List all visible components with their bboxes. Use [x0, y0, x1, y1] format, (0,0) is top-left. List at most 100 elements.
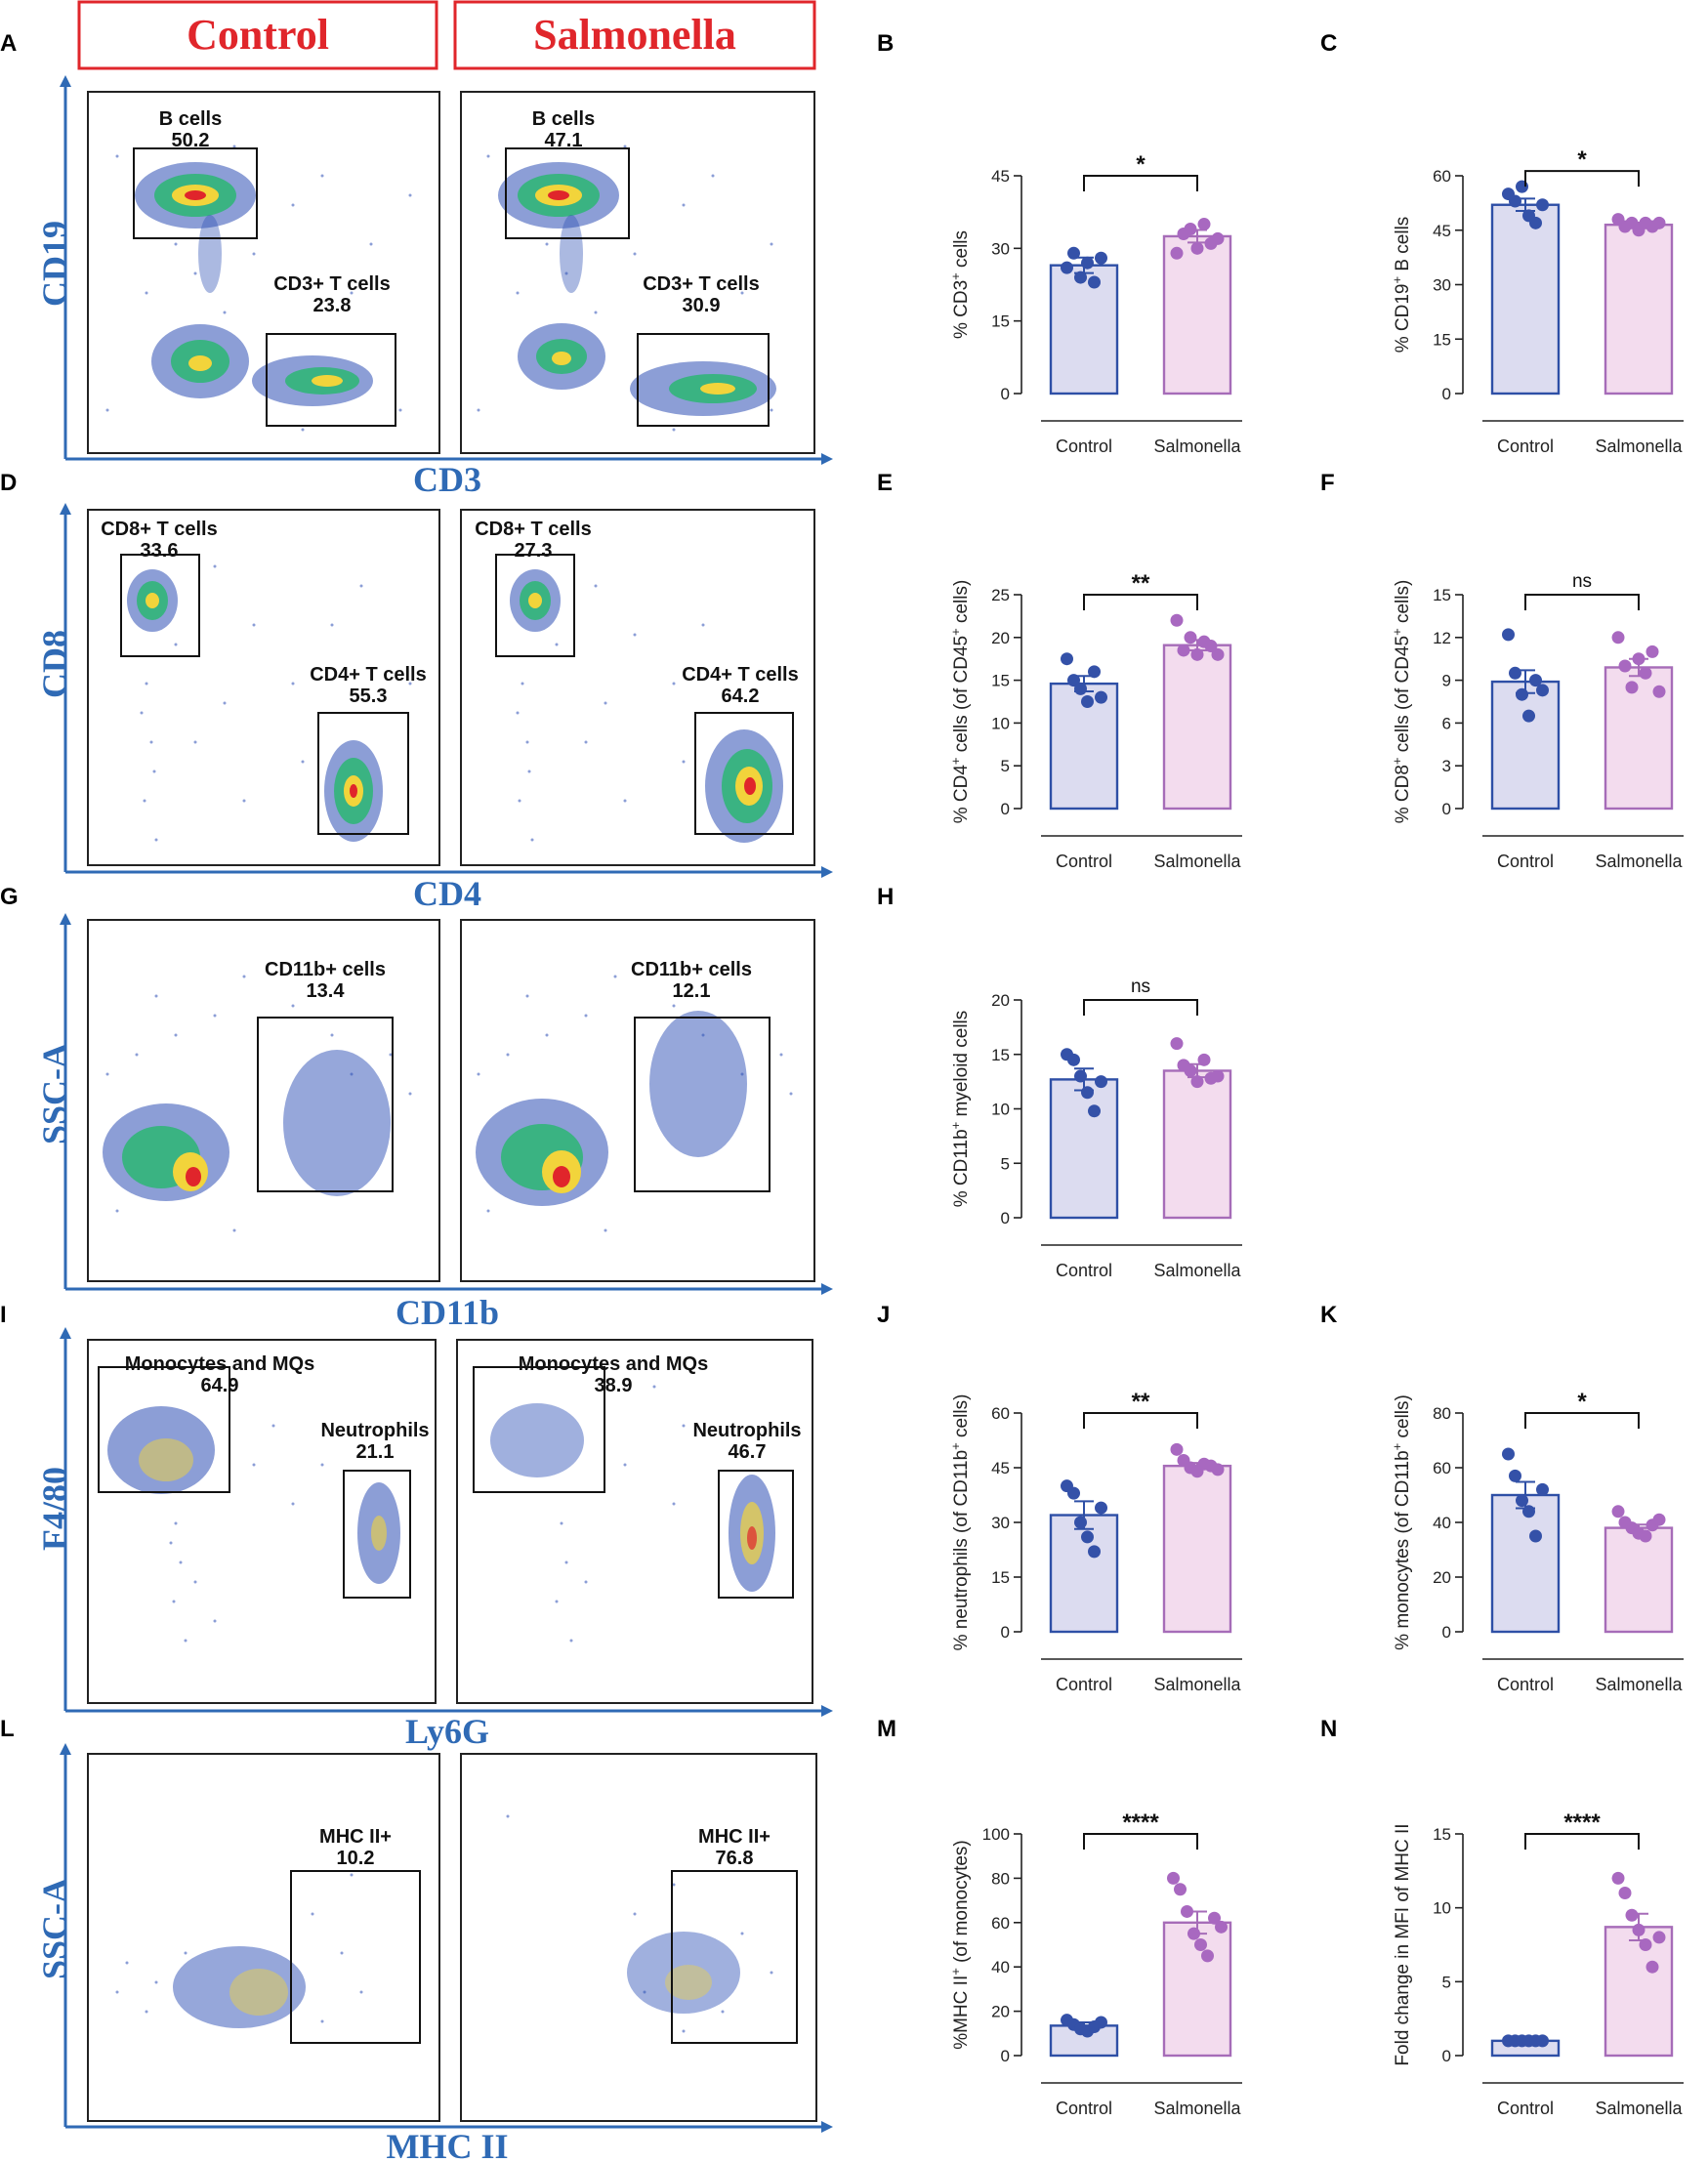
y-tick-label: 45 [1433, 222, 1451, 240]
data-point [1502, 1447, 1515, 1461]
panel-letter-e: E [877, 470, 893, 496]
data-point [1502, 628, 1515, 642]
label-part: cells) [1393, 1394, 1413, 1443]
category-label: Control [1497, 437, 1554, 456]
data-point [1095, 690, 1107, 704]
data-point [1211, 1463, 1225, 1477]
plot-frame [87, 91, 440, 454]
y-axis-label: % CD11b+ myeloid cells [948, 1011, 972, 1208]
flow-row-d: CD8 CD4 CD8+ T cells 33.6 CD4+ T cells 5… [35, 503, 833, 913]
scatter-dots [105, 145, 412, 432]
category-label: Salmonella [1595, 437, 1683, 456]
y-tick-label: 15 [991, 312, 1010, 331]
y-tick-label: 10 [991, 714, 1010, 732]
data-point [1067, 1053, 1080, 1066]
flow-plot-control: B cells 50.2 CD3+ T cells 23.8 [87, 91, 440, 454]
y-tick-label: 0 [1001, 2047, 1010, 2065]
gate-value: 76.8 [716, 1848, 754, 1869]
superscript: + [1390, 758, 1404, 766]
gate-value: 10.2 [337, 1848, 375, 1869]
y-axis-label: % CD8+ cells (of CD45+ cells) [1390, 580, 1413, 824]
significance-label: * [1136, 151, 1146, 178]
gate-value: 27.3 [515, 540, 553, 562]
plot-frame [460, 919, 815, 1282]
bar-chart-h: 0 5 10 15 20 % CD11b+ myeloid cells Control Sal… [948, 977, 1242, 1280]
data-point [1197, 218, 1211, 231]
panel-letter-j: J [877, 1302, 890, 1328]
significance-label: ns [1572, 571, 1592, 592]
gate-label: Neutrophils [320, 1420, 429, 1441]
y-tick-label: 10 [991, 1101, 1010, 1119]
data-point [1646, 645, 1659, 658]
panel-letter-d: D [0, 470, 17, 496]
category-label: Control [1497, 852, 1554, 871]
y-tick-label: 60 [991, 1404, 1010, 1423]
y-tick-label: 60 [1433, 167, 1451, 186]
y-axis-name: CD19 [35, 221, 74, 307]
data-point [1632, 652, 1646, 666]
y-tick-label: 5 [1442, 1973, 1451, 1991]
data-point [1061, 652, 1073, 666]
label-part: % monocytes (of CD11b [1393, 1450, 1413, 1650]
panel-letter-f: F [1320, 470, 1335, 496]
flow-plot-salmonella: CD8+ T cells 27.3 CD4+ T cells 64.2 [460, 509, 815, 866]
superscript: + [948, 758, 963, 766]
y-tick-label: 0 [1001, 1623, 1010, 1642]
y-tick-label: 20 [991, 991, 1010, 1010]
y-tick-label: 60 [991, 1914, 1010, 1933]
y-tick-label: 0 [1442, 800, 1451, 818]
y-tick-label: 12 [1433, 629, 1451, 647]
gate-mhcii [671, 1870, 798, 2044]
category-label: Salmonella [1153, 852, 1241, 871]
gate-cd4 [694, 712, 794, 835]
significance-label: ns [1131, 977, 1150, 997]
gate-label: CD4+ T cells [310, 664, 427, 686]
data-point [1081, 1086, 1094, 1100]
data-point [1536, 684, 1549, 697]
category-label: Control [1497, 1675, 1554, 1694]
gate-value: 50.2 [172, 130, 210, 151]
y-tick-label: 9 [1442, 672, 1451, 690]
category-label: Control [1056, 2099, 1112, 2118]
gate-label: MHC II+ [698, 1826, 771, 1848]
label-part: cells) [1393, 580, 1413, 629]
data-point [1215, 1920, 1228, 1934]
data-point [1652, 1931, 1666, 1944]
gate-neutrophils [343, 1470, 411, 1599]
label-part: % CD19 [1393, 284, 1413, 354]
gate-value: 38.9 [595, 1375, 633, 1396]
data-point [1174, 1883, 1187, 1896]
scatter-dots [140, 564, 412, 842]
category-label: Control [1056, 437, 1112, 456]
data-point [1074, 1069, 1087, 1083]
y-tick-label: 20 [991, 2003, 1010, 2021]
significance-label: ** [1132, 1389, 1150, 1415]
y-tick-label: 0 [1001, 385, 1010, 403]
gate-monocytes [473, 1366, 605, 1493]
gate-monocytes [98, 1366, 230, 1493]
panel-letter-k: K [1320, 1302, 1338, 1328]
data-point [1170, 1037, 1184, 1051]
gate-cd11b [634, 1017, 771, 1192]
y-axis-label: %MHC II+ (of monocytes) [948, 1840, 972, 2050]
data-point [1088, 275, 1101, 289]
gate-label: Monocytes and MQs [125, 1353, 314, 1375]
data-point [1652, 685, 1666, 698]
data-point [1074, 270, 1087, 284]
label-part: (of monocytes) [951, 1840, 972, 1968]
category-label: Control [1497, 2099, 1554, 2118]
data-point [1074, 682, 1087, 695]
gate-value: 64.2 [722, 686, 760, 707]
panel-letter-n: N [1320, 1716, 1337, 1742]
y-tick-label: 15 [1433, 1825, 1451, 1844]
scatter-dots [115, 1873, 363, 2023]
scatter-dots [477, 975, 793, 1232]
y-tick-label: 15 [1433, 586, 1451, 604]
bar-salmonella [1162, 234, 1232, 395]
data-point [1211, 1069, 1225, 1083]
data-point [1170, 1442, 1184, 1456]
superscript: + [948, 1442, 963, 1450]
data-point [1639, 666, 1652, 680]
